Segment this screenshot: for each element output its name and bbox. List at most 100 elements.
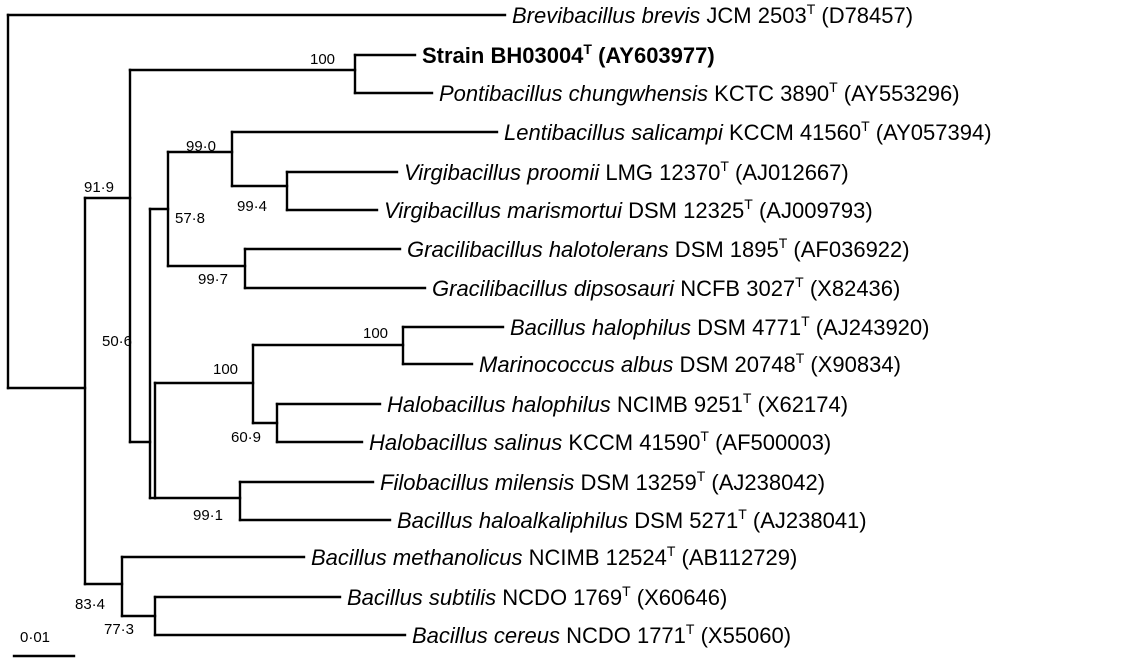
taxon-species: Halobacillus salinus	[369, 430, 562, 455]
accession-number: (AF500003)	[709, 430, 831, 455]
bootstrap-value: 99·4	[237, 198, 267, 215]
taxon-species: Marinococcus albus	[479, 352, 673, 377]
taxon-strain: DSM 4771	[691, 315, 801, 340]
taxon-species: Bacillus cereus	[412, 623, 560, 648]
type-strain-mark: T	[861, 118, 870, 134]
taxon-strain: Strain BH03004	[422, 43, 584, 68]
taxon-strain: DSM 13259	[574, 470, 696, 495]
taxon-species: Bacillus methanolicus	[311, 545, 523, 570]
taxon-label: Bacillus methanolicus NCIMB 12524T (AB11…	[311, 543, 797, 570]
type-strain-mark: T	[807, 1, 816, 17]
taxon-label: Virgibacillus proomii LMG 12370T (AJ0126…	[404, 158, 849, 185]
bootstrap-value: 83·4	[75, 596, 105, 613]
type-strain-mark: T	[622, 583, 631, 599]
taxon-species: Filobacillus milensis	[380, 470, 574, 495]
taxon-species: Halobacillus halophilus	[387, 392, 611, 417]
accession-number: (X60646)	[631, 585, 728, 610]
taxon-strain: KCTC 3890	[708, 81, 829, 106]
taxon-species: Virgibacillus marismortui	[384, 198, 623, 223]
type-strain-mark: T	[743, 390, 752, 406]
bootstrap-value: 99·7	[198, 271, 228, 288]
type-strain-mark: T	[667, 543, 676, 559]
accession-number: (AJ238041)	[747, 508, 867, 533]
accession-number: (AJ009793)	[753, 198, 873, 223]
taxon-strain: NCIMB 9251	[611, 392, 743, 417]
accession-number: (X90834)	[804, 352, 901, 377]
taxon-label: Pontibacillus chungwhensis KCTC 3890T (A…	[439, 79, 960, 106]
type-strain-mark: T	[738, 506, 747, 522]
taxon-species: Lentibacillus salicampi	[504, 120, 724, 145]
bootstrap-value: 60·9	[231, 429, 261, 446]
taxon-strain: DSM 20748	[673, 352, 795, 377]
accession-number: (AY553296)	[838, 81, 960, 106]
bootstrap-labels: 100 91·9 99·0 99·4 57·8 99·7 50·6 100 100 60·9 99·…	[75, 51, 388, 638]
accession-number: (AJ238042)	[705, 470, 825, 495]
accession-number: (AJ243920)	[810, 315, 930, 340]
accession-number: (AF036922)	[787, 237, 909, 262]
taxon-species: Virgibacillus proomii	[404, 160, 600, 185]
accession-number: (X82436)	[804, 276, 901, 301]
taxon-strain: NCDO 1771	[560, 623, 686, 648]
scale-bar-label: 0·01	[20, 629, 50, 646]
type-strain-mark: T	[829, 79, 838, 95]
type-strain-mark: T	[700, 428, 709, 444]
taxon-label: Marinococcus albus DSM 20748T (X90834)	[479, 350, 901, 377]
bootstrap-value: 100	[213, 361, 238, 378]
accession-number: (AY057394)	[870, 120, 992, 145]
bootstrap-value: 57·8	[175, 210, 205, 227]
taxon-species: Bacillus haloalkaliphilus	[397, 508, 628, 533]
taxon-label: Halobacillus salinus KCCM 41590T (AF5000…	[369, 428, 831, 455]
taxon-labels: Brevibacillus brevis JCM 2503T (D78457)S…	[311, 1, 992, 648]
taxon-strain: DSM 5271	[628, 508, 738, 533]
taxon-label: Strain BH03004T (AY603977)	[422, 41, 715, 68]
bootstrap-value: 77·3	[104, 621, 134, 638]
taxon-species: Pontibacillus chungwhensis	[439, 81, 708, 106]
type-strain-mark: T	[720, 158, 729, 174]
taxon-strain: DSM 1895	[669, 237, 779, 262]
taxon-label: Virgibacillus marismortui DSM 12325T (AJ…	[384, 196, 873, 223]
scale-bar: 0·01	[12, 629, 76, 658]
type-strain-mark: T	[744, 196, 753, 212]
accession-number: (X55060)	[694, 623, 791, 648]
bootstrap-value: 100	[310, 51, 335, 68]
taxon-label: Bacillus halophilus DSM 4771T (AJ243920)	[510, 313, 929, 340]
type-strain-mark: T	[795, 274, 804, 290]
taxon-species: Bacillus subtilis	[347, 585, 496, 610]
bootstrap-value: 91·9	[84, 179, 114, 196]
taxon-strain: DSM 12325	[622, 198, 744, 223]
taxon-label: Gracilibacillus dipsosauri NCFB 3027T (X…	[432, 274, 900, 301]
taxon-species: Bacillus halophilus	[510, 315, 691, 340]
taxon-strain: KCCM 41590	[562, 430, 700, 455]
taxon-strain: KCCM 41560	[723, 120, 861, 145]
taxon-strain: LMG 12370	[599, 160, 720, 185]
taxon-species: Gracilibacillus halotolerans	[407, 237, 669, 262]
taxon-label: Brevibacillus brevis JCM 2503T (D78457)	[512, 1, 913, 28]
taxon-label: Filobacillus milensis DSM 13259T (AJ2380…	[380, 468, 825, 495]
accession-number: (D78457)	[815, 3, 913, 28]
taxon-label: Bacillus cereus NCDO 1771T (X55060)	[412, 621, 791, 648]
type-strain-mark: T	[686, 621, 695, 637]
type-strain-mark: T	[697, 468, 706, 484]
taxon-label: Gracilibacillus halotolerans DSM 1895T (…	[407, 235, 910, 262]
taxon-label: Bacillus subtilis NCDO 1769T (X60646)	[347, 583, 727, 610]
bootstrap-value: 99·1	[193, 507, 223, 524]
taxon-strain: JCM 2503	[700, 3, 806, 28]
accession-number: (X62174)	[751, 392, 848, 417]
taxon-strain: NCDO 1769	[496, 585, 622, 610]
type-strain-mark: T	[796, 350, 805, 366]
bootstrap-value: 50·6	[102, 333, 132, 350]
accession-number: (AB112729)	[675, 545, 797, 570]
type-strain-mark: T	[801, 313, 810, 329]
taxon-label: Bacillus haloalkaliphilus DSM 5271T (AJ2…	[397, 506, 867, 533]
bootstrap-value: 100	[363, 325, 388, 342]
taxon-strain: NCIMB 12524	[523, 545, 667, 570]
accession-number: (AY603977)	[592, 43, 715, 68]
bootstrap-value: 99·0	[186, 138, 216, 155]
type-strain-mark: T	[583, 41, 592, 57]
type-strain-mark: T	[779, 235, 788, 251]
taxon-label: Lentibacillus salicampi KCCM 41560T (AY0…	[504, 118, 992, 145]
taxon-species: Brevibacillus brevis	[512, 3, 700, 28]
accession-number: (AJ012667)	[729, 160, 849, 185]
taxon-strain: NCFB 3027	[674, 276, 795, 301]
